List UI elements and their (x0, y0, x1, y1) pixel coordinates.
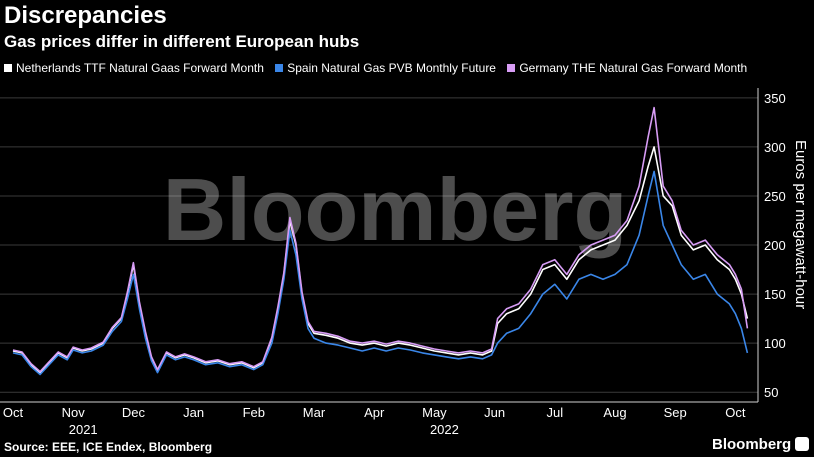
x-tick-5: Mar (303, 405, 326, 420)
y-tick-350: 350 (764, 91, 786, 106)
bloomberg-logo: Bloomberg (712, 436, 810, 453)
legend-swatch-spain (275, 64, 284, 72)
y-tick-200: 200 (764, 238, 786, 253)
series-line-germany (12, 106, 749, 373)
x-year-0: 2021 (69, 422, 98, 437)
legend-swatch-germany (507, 64, 516, 72)
x-tick-labels: Oct Nov Dec Jan Feb Mar Apr May Jun Jul Aug Sep Oct 2… (3, 405, 746, 437)
legend-label-germany: Germany THE Natural Gas Forward Month (519, 61, 748, 75)
x-tick-7: May (422, 405, 447, 420)
chart-title: Discrepancies (4, 2, 167, 29)
y-axis-label: Euros per megawatt-hour (792, 140, 809, 309)
x-tick-6: Apr (364, 405, 385, 420)
y-tick-labels: 50 100 150 200 250 300 350 (764, 91, 786, 400)
y-tick-300: 300 (764, 140, 786, 155)
legend-swatch-netherlands (4, 64, 12, 72)
source-note: Source: EEE, ICE Endex, Bloomberg (4, 440, 213, 454)
bloomberg-watermark: Bloomberg (163, 160, 627, 259)
series-line-spain (12, 170, 749, 376)
chart-legend: Netherlands TTF Natural Gaas Forward Mon… (4, 61, 755, 75)
legend-label-netherlands: Netherlands TTF Natural Gaas Forward Mon… (16, 61, 264, 75)
bloomberg-terminal-icon (795, 437, 810, 451)
series-lines (12, 106, 749, 376)
x-tick-9: Jul (546, 405, 563, 420)
legend-item-netherlands: Netherlands TTF Natural Gaas Forward Mon… (4, 61, 264, 75)
x-tick-3: Jan (183, 405, 204, 420)
legend-item-spain: Spain Natural Gas PVB Monthly Future (275, 61, 496, 75)
x-tick-11: Sep (664, 405, 687, 420)
x-tick-2: Dec (122, 405, 146, 420)
x-tick-8: Jun (484, 405, 505, 420)
legend-label-spain: Spain Natural Gas PVB Monthly Future (287, 61, 496, 75)
x-tick-10: Aug (603, 405, 626, 420)
x-year-1: 2022 (430, 422, 459, 437)
y-tick-150: 150 (764, 287, 786, 302)
brand-label: Bloomberg (712, 436, 792, 453)
y-tick-250: 250 (764, 189, 786, 204)
chart-subtitle: Gas prices differ in different European … (4, 32, 360, 51)
y-tick-50: 50 (764, 385, 778, 400)
legend-item-germany: Germany THE Natural Gas Forward Month (507, 61, 747, 75)
x-tick-0: Oct (3, 405, 24, 420)
y-tick-100: 100 (764, 336, 786, 351)
x-tick-1: Nov (62, 405, 86, 420)
x-tick-4: Feb (243, 405, 265, 420)
x-tick-12: Oct (725, 405, 746, 420)
